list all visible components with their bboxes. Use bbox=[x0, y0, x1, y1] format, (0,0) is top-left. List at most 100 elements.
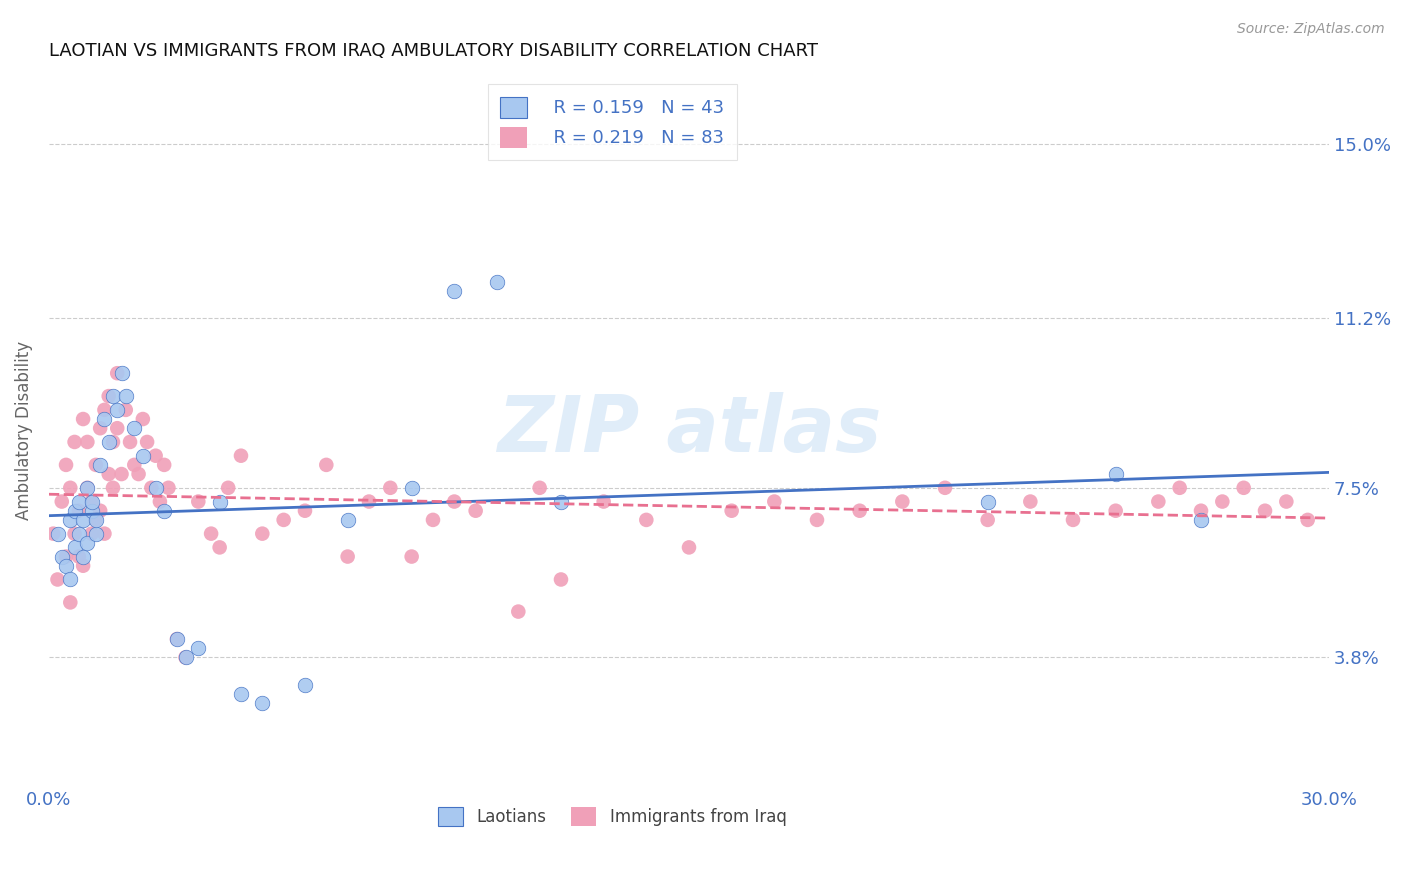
Point bbox=[157, 481, 180, 495]
Point bbox=[1062, 513, 1084, 527]
Point bbox=[84, 458, 107, 472]
Y-axis label: Ambulatory Disability: Ambulatory Disability bbox=[15, 341, 32, 520]
Point bbox=[153, 504, 176, 518]
Point bbox=[105, 402, 128, 417]
Point bbox=[200, 526, 222, 541]
Point bbox=[401, 481, 423, 495]
Point bbox=[51, 549, 73, 564]
Point bbox=[51, 494, 73, 508]
Point bbox=[1254, 504, 1277, 518]
Point bbox=[336, 549, 359, 564]
Point bbox=[229, 449, 252, 463]
Point bbox=[145, 449, 167, 463]
Point bbox=[93, 526, 115, 541]
Point bbox=[464, 504, 486, 518]
Point bbox=[976, 494, 998, 508]
Point bbox=[55, 558, 77, 573]
Point bbox=[443, 494, 465, 508]
Point bbox=[80, 526, 103, 541]
Point bbox=[252, 696, 274, 710]
Point bbox=[132, 412, 155, 426]
Point bbox=[1233, 481, 1256, 495]
Point bbox=[97, 389, 120, 403]
Point bbox=[149, 494, 172, 508]
Point bbox=[141, 481, 163, 495]
Point bbox=[124, 421, 146, 435]
Point bbox=[114, 389, 136, 403]
Point bbox=[59, 595, 82, 609]
Point bbox=[124, 458, 146, 472]
Point bbox=[1168, 481, 1191, 495]
Point bbox=[63, 541, 86, 555]
Point bbox=[636, 513, 658, 527]
Point bbox=[208, 494, 231, 508]
Point bbox=[380, 481, 402, 495]
Point bbox=[89, 504, 111, 518]
Point bbox=[80, 494, 103, 508]
Point bbox=[720, 504, 742, 518]
Point bbox=[72, 513, 94, 527]
Point bbox=[508, 605, 530, 619]
Point bbox=[294, 504, 316, 518]
Point bbox=[101, 434, 124, 449]
Point bbox=[118, 434, 141, 449]
Point bbox=[891, 494, 914, 508]
Point bbox=[89, 421, 111, 435]
Point bbox=[217, 481, 239, 495]
Point bbox=[89, 458, 111, 472]
Point bbox=[145, 481, 167, 495]
Point bbox=[63, 526, 86, 541]
Point bbox=[72, 412, 94, 426]
Point bbox=[763, 494, 786, 508]
Point bbox=[76, 536, 98, 550]
Point bbox=[101, 481, 124, 495]
Point bbox=[166, 632, 188, 646]
Point bbox=[1019, 494, 1042, 508]
Point bbox=[114, 402, 136, 417]
Point bbox=[187, 494, 209, 508]
Point bbox=[55, 549, 77, 564]
Legend: Laotians, Immigrants from Iraq: Laotians, Immigrants from Iraq bbox=[430, 798, 794, 834]
Text: LAOTIAN VS IMMIGRANTS FROM IRAQ AMBULATORY DISABILITY CORRELATION CHART: LAOTIAN VS IMMIGRANTS FROM IRAQ AMBULATO… bbox=[49, 42, 818, 60]
Text: ZIP atlas: ZIP atlas bbox=[496, 392, 882, 468]
Point bbox=[67, 504, 90, 518]
Point bbox=[84, 526, 107, 541]
Point bbox=[401, 549, 423, 564]
Point bbox=[1105, 504, 1128, 518]
Point bbox=[72, 558, 94, 573]
Point bbox=[67, 526, 90, 541]
Point bbox=[422, 513, 444, 527]
Point bbox=[80, 494, 103, 508]
Point bbox=[592, 494, 614, 508]
Point bbox=[46, 526, 69, 541]
Point bbox=[976, 513, 998, 527]
Point bbox=[93, 402, 115, 417]
Point bbox=[97, 467, 120, 481]
Point bbox=[46, 573, 69, 587]
Point bbox=[806, 513, 828, 527]
Point bbox=[1211, 494, 1233, 508]
Point bbox=[529, 481, 551, 495]
Point bbox=[136, 434, 159, 449]
Point bbox=[84, 513, 107, 527]
Point bbox=[1275, 494, 1298, 508]
Point bbox=[229, 687, 252, 701]
Point bbox=[110, 366, 132, 380]
Point bbox=[550, 494, 572, 508]
Point bbox=[1296, 513, 1319, 527]
Point bbox=[63, 434, 86, 449]
Point bbox=[93, 412, 115, 426]
Point bbox=[67, 494, 90, 508]
Point bbox=[55, 458, 77, 472]
Point bbox=[72, 549, 94, 564]
Point bbox=[934, 481, 956, 495]
Point bbox=[357, 494, 380, 508]
Point bbox=[550, 573, 572, 587]
Point bbox=[84, 513, 107, 527]
Point bbox=[294, 678, 316, 692]
Point bbox=[76, 434, 98, 449]
Point bbox=[76, 481, 98, 495]
Point bbox=[67, 549, 90, 564]
Point bbox=[187, 641, 209, 656]
Point bbox=[174, 650, 197, 665]
